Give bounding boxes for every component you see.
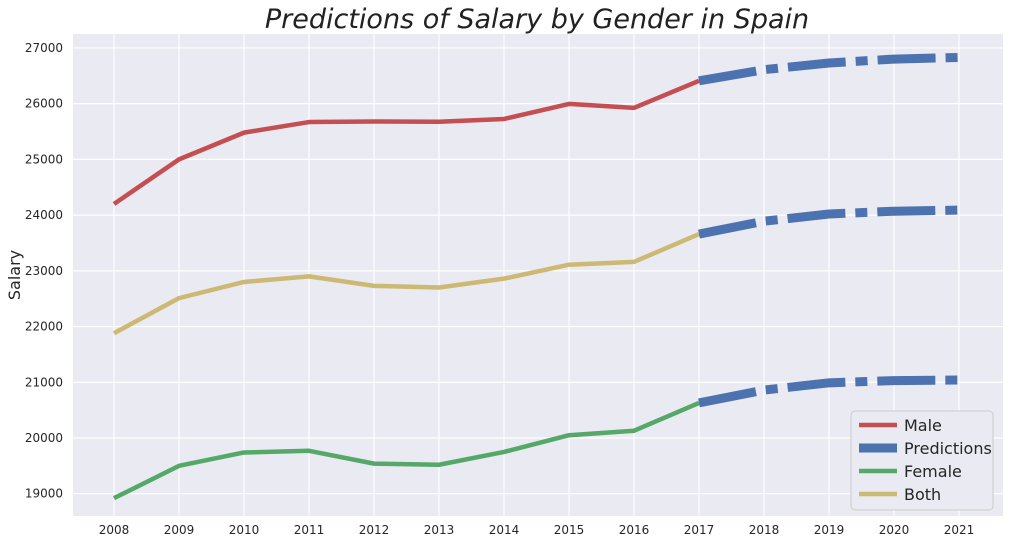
gridlines	[73, 34, 1003, 516]
legend-label-predictions: Predictions	[904, 439, 992, 458]
legend-label-both: Both	[904, 485, 941, 504]
legend-label-female: Female	[904, 462, 962, 481]
legend-box	[850, 410, 994, 511]
series-line-predictions-1	[698, 52, 960, 86]
y-axis-label: Salary	[5, 250, 24, 300]
series-lines	[112, 52, 960, 501]
series-line-male	[112, 78, 700, 206]
y-tick-label: 27000	[25, 41, 63, 55]
x-tick-label: 2016	[619, 523, 650, 537]
legend: Male Predictions Female Both	[850, 410, 994, 511]
x-tick-label: 2008	[99, 523, 130, 537]
y-tick-label: 26000	[25, 97, 63, 111]
x-tick-label: 2009	[164, 523, 195, 537]
y-axis-ticks: 19000 20000 21000 22000 23000 24000 25000 26000…	[25, 41, 63, 501]
y-tick-label: 25000	[25, 152, 63, 166]
x-tick-label: 2019	[814, 523, 845, 537]
x-tick-label: 2010	[229, 523, 260, 537]
x-tick-label: 2012	[359, 523, 390, 537]
x-tick-label: 2013	[424, 523, 455, 537]
x-tick-label: 2018	[749, 523, 780, 537]
x-axis-ticks: 2008 2009 2010 2011 2012 2013 2014 2015 2016 2017…	[99, 523, 975, 537]
x-tick-label: 2015	[554, 523, 585, 537]
chart-title: Predictions of Salary by Gender in Spain	[265, 4, 809, 35]
y-tick-label: 24000	[25, 208, 63, 222]
series-line-predictions-2	[698, 205, 960, 239]
y-tick-label: 20000	[25, 431, 63, 445]
x-tick-label: 2011	[294, 523, 325, 537]
series-line-female	[112, 400, 700, 501]
y-tick-label: 21000	[25, 375, 63, 389]
series-line-predictions-3	[698, 375, 960, 408]
plot-background	[73, 34, 1003, 516]
x-tick-label: 2014	[489, 523, 520, 537]
legend-label-male: Male	[904, 416, 942, 435]
x-tick-label: 2021	[944, 523, 975, 537]
x-tick-label: 2017	[684, 523, 715, 537]
x-tick-label: 2020	[879, 523, 910, 537]
series-line-both	[112, 231, 700, 336]
y-tick-label: 23000	[25, 264, 63, 278]
y-tick-label: 19000	[25, 487, 63, 501]
y-tick-label: 22000	[25, 320, 63, 334]
